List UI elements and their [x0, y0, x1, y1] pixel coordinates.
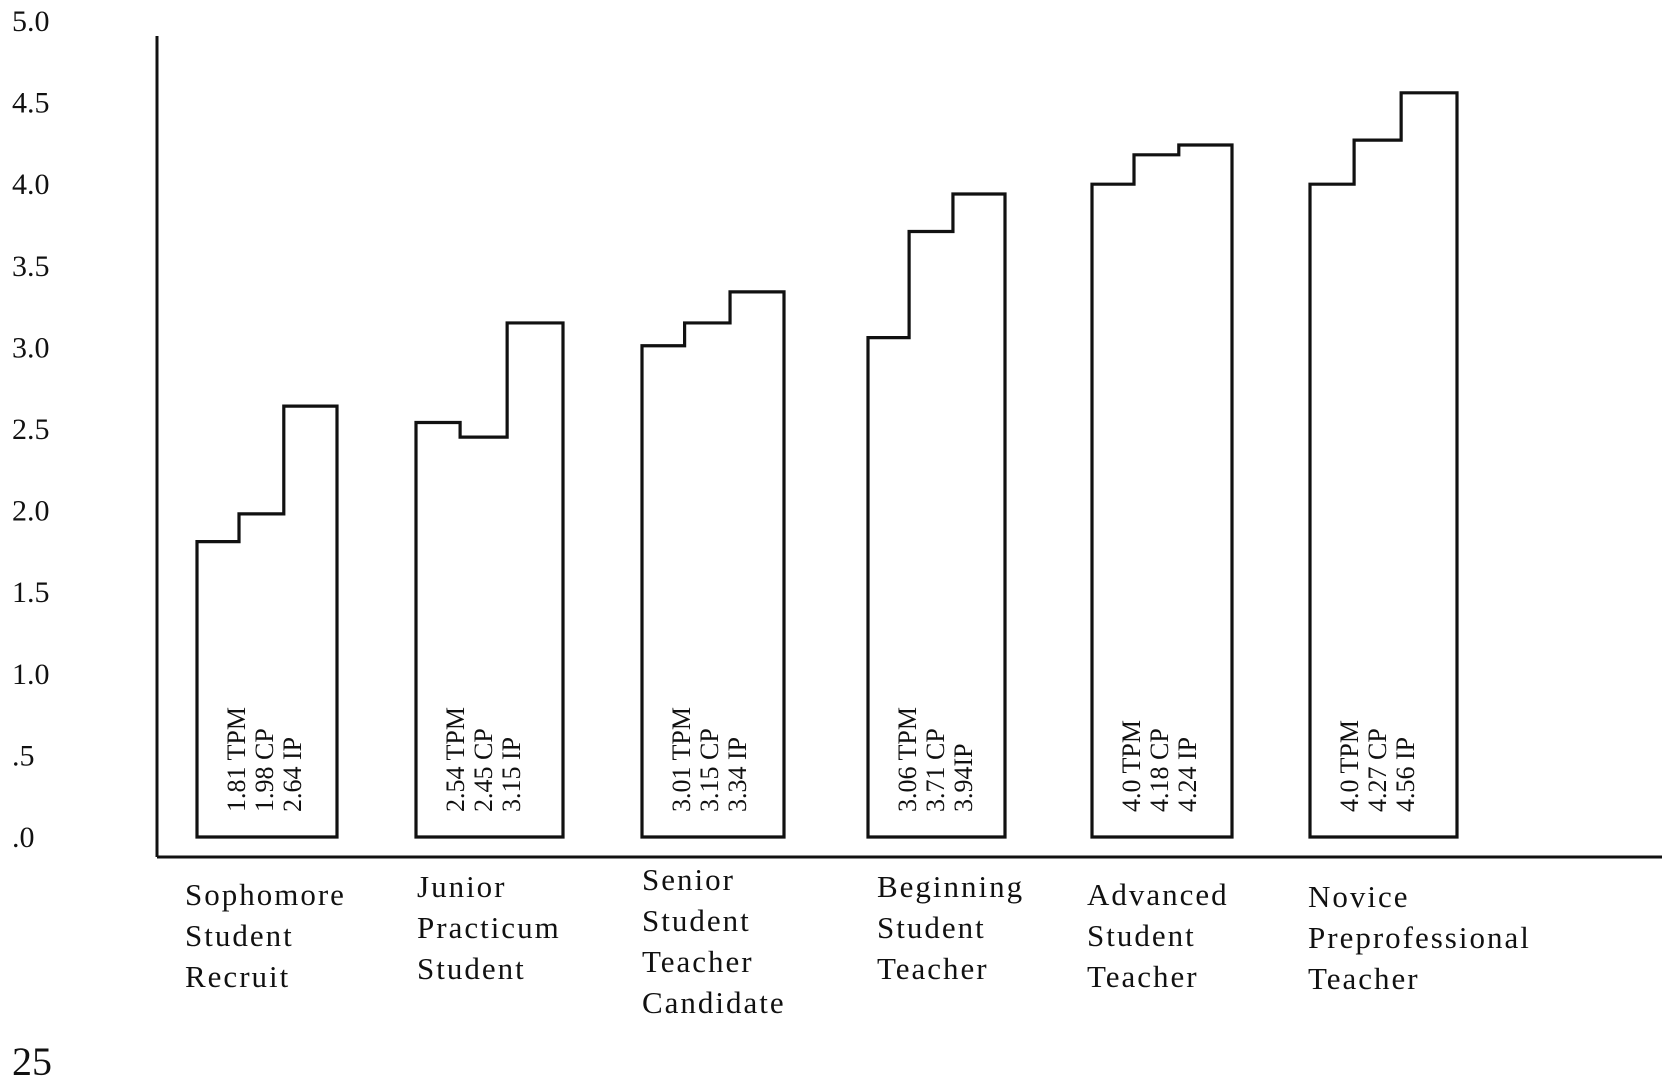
- stepped-bar: [195, 404, 339, 839]
- category-label: Teacher: [642, 944, 754, 979]
- bar-value-label: 4.18 CP: [1145, 728, 1174, 812]
- bar-value-labels: 1.81 TPM 1.98 CP 2.64 IP 2.54 TPM 2.45 CP 3.1…: [222, 707, 1420, 812]
- category-label: Advanced: [1087, 877, 1229, 912]
- category-label: Practicum: [417, 910, 561, 945]
- bar-value-label: 2.64 IP: [278, 737, 307, 812]
- axes: [155, 36, 1662, 859]
- category-label: Novice: [1308, 879, 1410, 914]
- category-label: Student: [417, 951, 526, 986]
- y-tick-label: 3.5: [12, 250, 50, 283]
- bar-value-label: 1.98 CP: [250, 728, 279, 812]
- stepped-bar: [1090, 143, 1234, 839]
- category-label: Teacher: [877, 951, 989, 986]
- category-label: Student: [1087, 918, 1196, 953]
- bar-value-label: 3.94IP: [949, 743, 978, 812]
- bar-value-label: 4.0 TPM: [1335, 720, 1364, 812]
- bar-value-label: 4.27 CP: [1363, 728, 1392, 812]
- bar-value-label: 3.71 CP: [921, 728, 950, 812]
- y-tick-label: 2.0: [12, 495, 50, 528]
- bar-value-label: 3.15 IP: [497, 737, 526, 812]
- bar-value-label: 4.24 IP: [1173, 737, 1202, 812]
- category-label: Candidate: [642, 985, 786, 1020]
- bar-value-label: 4.56 IP: [1391, 737, 1420, 812]
- y-tick-label: 5.0: [12, 5, 50, 38]
- stepped-bar: [414, 321, 565, 839]
- category-label: Teacher: [1308, 961, 1420, 996]
- y-tick-label: 4.5: [12, 87, 50, 120]
- category-labels: Sophomore Student Recruit Junior Practicum St…: [185, 862, 1531, 1020]
- bar-value-label: 2.45 CP: [469, 728, 498, 812]
- category-label: Junior: [417, 869, 507, 904]
- category-label: Student: [877, 910, 986, 945]
- bar-value-label: 3.34 IP: [723, 737, 752, 812]
- y-tick-label: 4.0: [12, 168, 50, 201]
- y-tick-label: 2.5: [12, 413, 50, 446]
- bar-value-label: 3.15 CP: [695, 728, 724, 812]
- page-number: 25: [12, 1039, 52, 1079]
- category-label: Student: [642, 903, 751, 938]
- category-label: Student: [185, 918, 294, 953]
- bar-value-label: 1.81 TPM: [222, 707, 251, 812]
- bar-value-label: 4.0 TPM: [1117, 720, 1146, 812]
- y-tick-label: 1.5: [12, 576, 50, 609]
- category-label: Beginning: [877, 869, 1024, 904]
- bars: [195, 91, 1459, 839]
- stepped-bar: [640, 290, 786, 839]
- bar-value-label: 3.06 TPM: [893, 707, 922, 812]
- bar-value-label: 3.01 TPM: [667, 707, 696, 812]
- category-label: Sophomore: [185, 877, 346, 912]
- y-tick-label: .5: [12, 739, 35, 772]
- y-tick-label: 1.0: [12, 658, 50, 691]
- category-label: Recruit: [185, 959, 290, 994]
- stepped-bar: [1308, 91, 1459, 839]
- y-tick-label: 3.0: [12, 331, 50, 364]
- stepped-bar: [866, 192, 1007, 839]
- category-label: Preprofessional: [1308, 920, 1531, 955]
- y-tick-label: .0: [12, 821, 35, 854]
- y-axis-tick-labels: 5.0 4.5 4.0 3.5 3.0 2.5 2.0 1.5 1.0 .5 .0: [12, 5, 50, 854]
- category-label: Teacher: [1087, 959, 1199, 994]
- bar-value-label: 2.54 TPM: [441, 707, 470, 812]
- category-label: Senior: [642, 862, 735, 897]
